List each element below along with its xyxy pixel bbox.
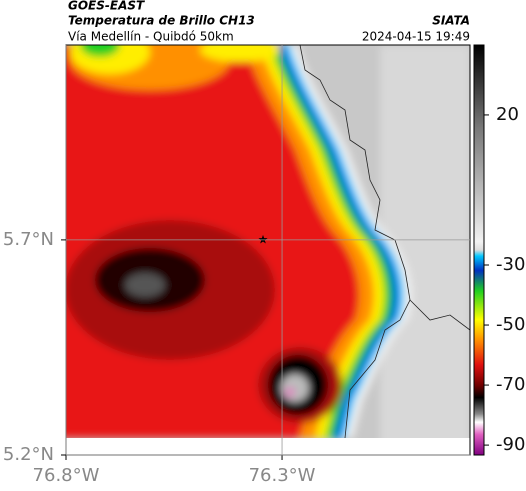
- route: Vía Medellín - Quibdó 50km: [68, 30, 234, 44]
- timestamp: 2024-04-15 19:49: [362, 30, 470, 44]
- x-tick-label: 76.3°W: [249, 465, 316, 486]
- y-tick-label: 5.2°N: [3, 444, 54, 465]
- source: GOES-EAST: [68, 0, 145, 13]
- product: Temperatura de Brillo CH13: [68, 14, 255, 28]
- colorbar-tick-label: 20: [496, 104, 519, 125]
- agency: SIATA: [432, 14, 470, 28]
- x-tick-label: 76.8°W: [33, 465, 100, 486]
- colorbar-tick-label: -50: [496, 314, 525, 335]
- colorbar-tick-label: -30: [496, 254, 525, 275]
- colorbar-tick-label: -90: [496, 434, 525, 455]
- y-tick-label: 5.7°N: [3, 229, 54, 250]
- colorbar-tick-label: -70: [496, 374, 525, 395]
- colorbar: [473, 44, 485, 456]
- satellite-image: [66, 45, 470, 455]
